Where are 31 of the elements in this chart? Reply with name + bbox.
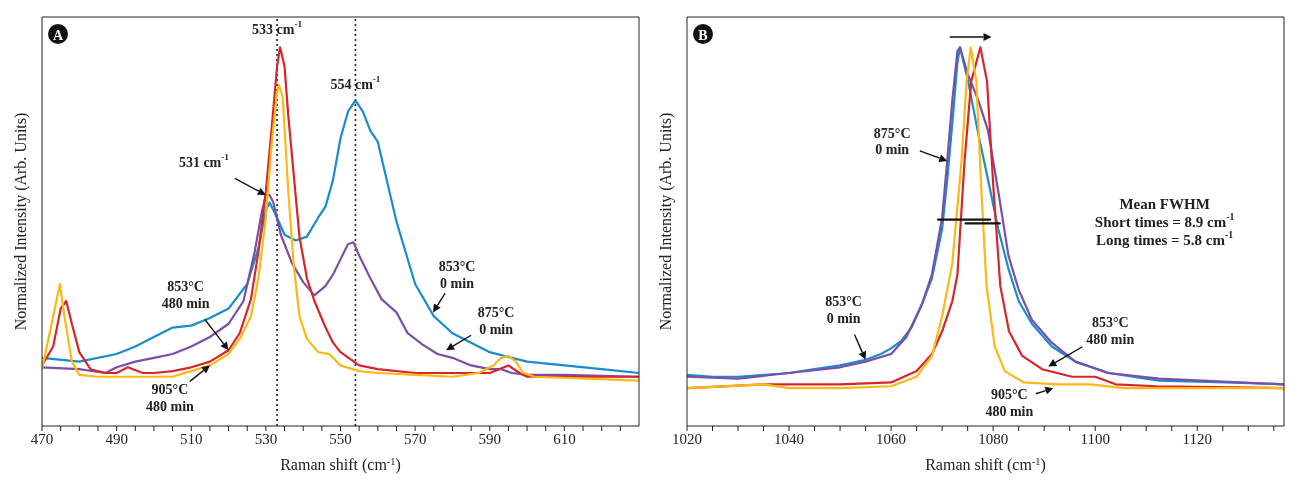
text: B xyxy=(698,27,708,43)
x-axis-title: Raman shift (cm$^{-1}$) xyxy=(925,455,1046,474)
annotation: 905°C 480 min xyxy=(985,386,1034,419)
y-axis-title: Normalized Intensity (Arb. Units) xyxy=(12,112,30,331)
annotation: 875°C 0 min xyxy=(873,125,911,157)
annotation: 531 cm$^{-1}$ xyxy=(178,151,230,170)
annotation: 853°C 0 min xyxy=(438,258,476,291)
annotation: 875°C 0 min xyxy=(477,304,515,337)
x-tick-label: 1060 xyxy=(876,430,907,447)
x-tick-label: 1040 xyxy=(774,430,805,447)
x-tick-label: 470 xyxy=(30,430,54,447)
annotation: 853°C 0 min xyxy=(825,293,862,326)
x-tick-label: 550 xyxy=(329,430,352,447)
x-tick-label: 610 xyxy=(553,430,576,447)
x-tick-label: 490 xyxy=(105,430,128,447)
x-tick-label: 1080 xyxy=(978,430,1009,447)
x-tick-label: 590 xyxy=(478,430,501,447)
x-tick-label: 530 xyxy=(254,430,278,447)
annotation: 853°C 480 min xyxy=(1086,314,1135,347)
x-axis-title: Raman shift (cm$^{-1}$) xyxy=(280,455,401,474)
annotation: 905°C 480 min xyxy=(145,381,195,414)
y-axis-title: Normalized Intensity (Arb. Units) xyxy=(657,112,675,331)
x-tick-label: 1020 xyxy=(672,430,702,447)
annotation: 533 cm$^{-1}$ xyxy=(252,19,303,37)
annotation: 853°C 480 min xyxy=(161,278,210,311)
x-tick-label: 570 xyxy=(403,430,427,447)
x-tick-label: 510 xyxy=(180,430,203,447)
x-tick-label: 1100 xyxy=(1080,430,1110,447)
annotation: 554 cm$^{-1}$ xyxy=(330,74,381,92)
annotation: Mean FWHM Short times = 8.9 cm$^{-1}$ Long times = 5.8 cm$^{-1}$ xyxy=(1094,195,1235,248)
x-tick-label: 1120 xyxy=(1182,430,1212,447)
